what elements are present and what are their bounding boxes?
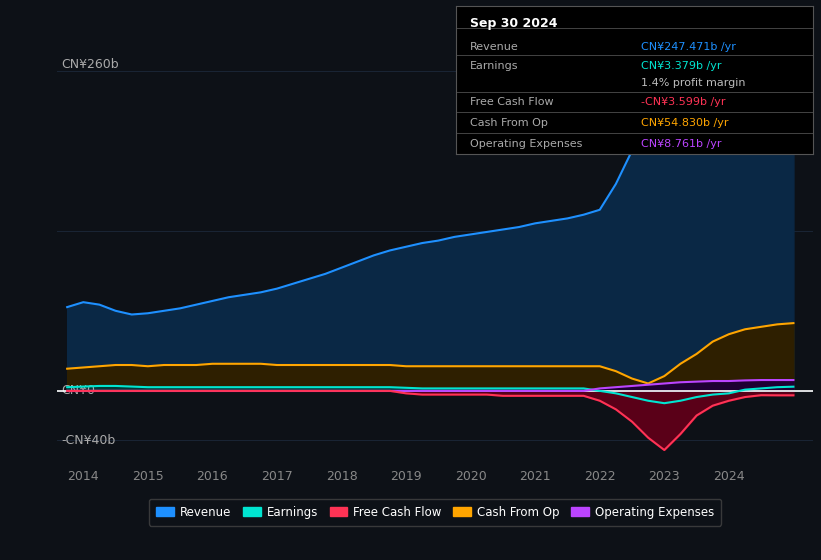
Text: CN¥260b: CN¥260b xyxy=(62,58,119,71)
Text: Cash From Op: Cash From Op xyxy=(470,118,548,128)
Text: CN¥247.471b /yr: CN¥247.471b /yr xyxy=(641,42,736,52)
Text: 1.4% profit margin: 1.4% profit margin xyxy=(641,78,745,88)
Text: -CN¥3.599b /yr: -CN¥3.599b /yr xyxy=(641,97,726,107)
Text: CN¥8.761b /yr: CN¥8.761b /yr xyxy=(641,139,722,148)
Text: Revenue: Revenue xyxy=(470,42,519,52)
Text: Operating Expenses: Operating Expenses xyxy=(470,139,582,148)
Text: Free Cash Flow: Free Cash Flow xyxy=(470,97,553,107)
Text: -CN¥40b: -CN¥40b xyxy=(62,433,116,447)
Text: CN¥3.379b /yr: CN¥3.379b /yr xyxy=(641,62,722,72)
Text: Earnings: Earnings xyxy=(470,62,518,72)
Text: CN¥0: CN¥0 xyxy=(62,384,95,398)
Legend: Revenue, Earnings, Free Cash Flow, Cash From Op, Operating Expenses: Revenue, Earnings, Free Cash Flow, Cash … xyxy=(149,498,722,526)
Text: CN¥54.830b /yr: CN¥54.830b /yr xyxy=(641,118,729,128)
Text: Sep 30 2024: Sep 30 2024 xyxy=(470,17,557,30)
